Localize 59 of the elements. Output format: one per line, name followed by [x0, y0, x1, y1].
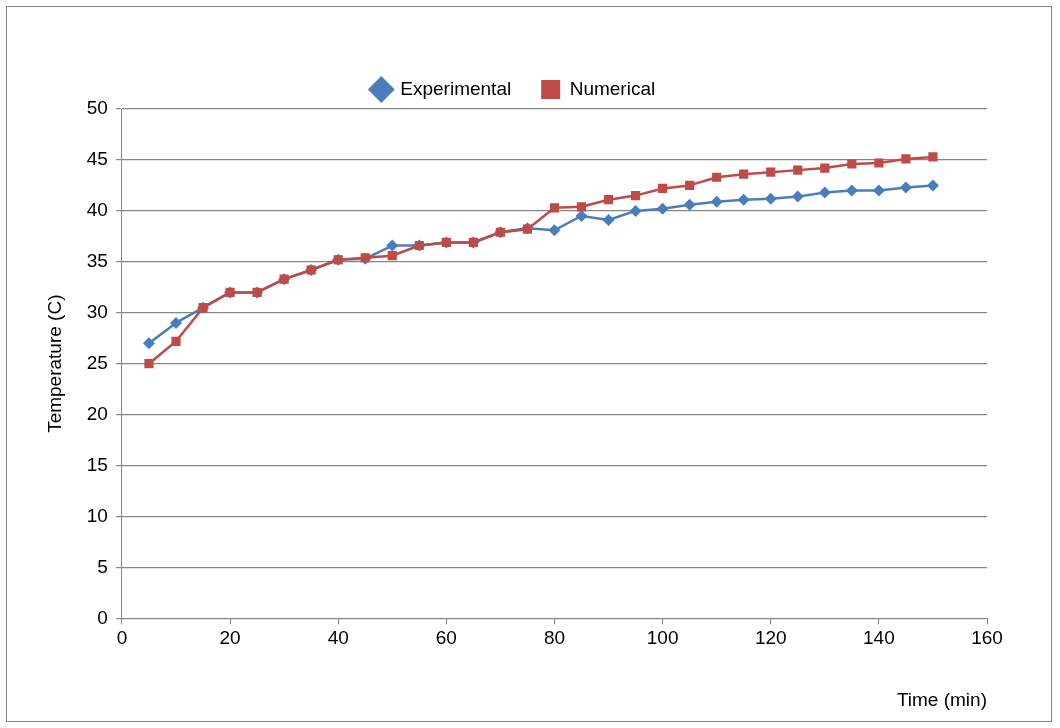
x-tick-label: 120 — [754, 627, 787, 649]
point — [171, 336, 181, 346]
point — [901, 154, 911, 164]
point — [845, 184, 858, 197]
point — [602, 214, 615, 227]
point — [710, 195, 723, 208]
point — [629, 204, 642, 217]
point — [899, 181, 912, 194]
point — [766, 167, 776, 177]
x-axis-title: Time (min) — [896, 688, 987, 710]
y-tick-label: 45 — [86, 148, 108, 170]
x-tick-label: 0 — [116, 627, 128, 649]
y-tick-label: 0 — [97, 606, 108, 628]
point — [928, 152, 938, 162]
x-tick-label: 40 — [327, 627, 349, 649]
point — [872, 184, 885, 197]
point — [656, 202, 669, 215]
x-tick-label: 60 — [435, 627, 457, 649]
point — [549, 203, 560, 213]
point — [576, 202, 587, 212]
point — [603, 195, 614, 205]
legend-label: Numerical — [569, 77, 656, 99]
point — [712, 172, 722, 182]
point — [874, 158, 884, 168]
y-tick-label: 20 — [86, 402, 108, 424]
point — [739, 169, 749, 179]
point — [386, 239, 399, 252]
point — [170, 316, 182, 329]
point — [793, 165, 803, 175]
x-tick-label: 20 — [219, 627, 241, 649]
point — [658, 183, 668, 194]
x-tick-label: 160 — [971, 627, 1003, 649]
y-tick-label: 15 — [86, 453, 108, 475]
point — [737, 193, 750, 206]
y-tick-label: 50 — [86, 97, 108, 119]
point — [847, 159, 857, 169]
y-tick-label: 40 — [86, 199, 108, 221]
x-tick-label: 140 — [863, 627, 895, 649]
point — [926, 179, 939, 192]
x-tick-label: 80 — [543, 627, 566, 649]
y-axis-title: Temperature (C) — [43, 294, 65, 433]
y-tick-label: 10 — [86, 504, 108, 526]
point — [764, 192, 777, 205]
point — [820, 163, 830, 173]
y-tick-label: 25 — [86, 351, 108, 373]
x-tick-label: 100 — [646, 627, 679, 649]
point — [791, 190, 804, 203]
point — [142, 337, 155, 350]
y-tick-label: 30 — [86, 300, 108, 322]
point — [144, 359, 154, 369]
point — [818, 186, 831, 199]
y-tick-label: 35 — [86, 250, 108, 272]
point — [387, 251, 397, 261]
legend-label: Experimental — [400, 77, 512, 99]
y-tick-label: 5 — [97, 555, 108, 577]
point — [630, 191, 641, 201]
point — [685, 180, 695, 191]
point — [683, 198, 696, 211]
point — [548, 224, 561, 237]
